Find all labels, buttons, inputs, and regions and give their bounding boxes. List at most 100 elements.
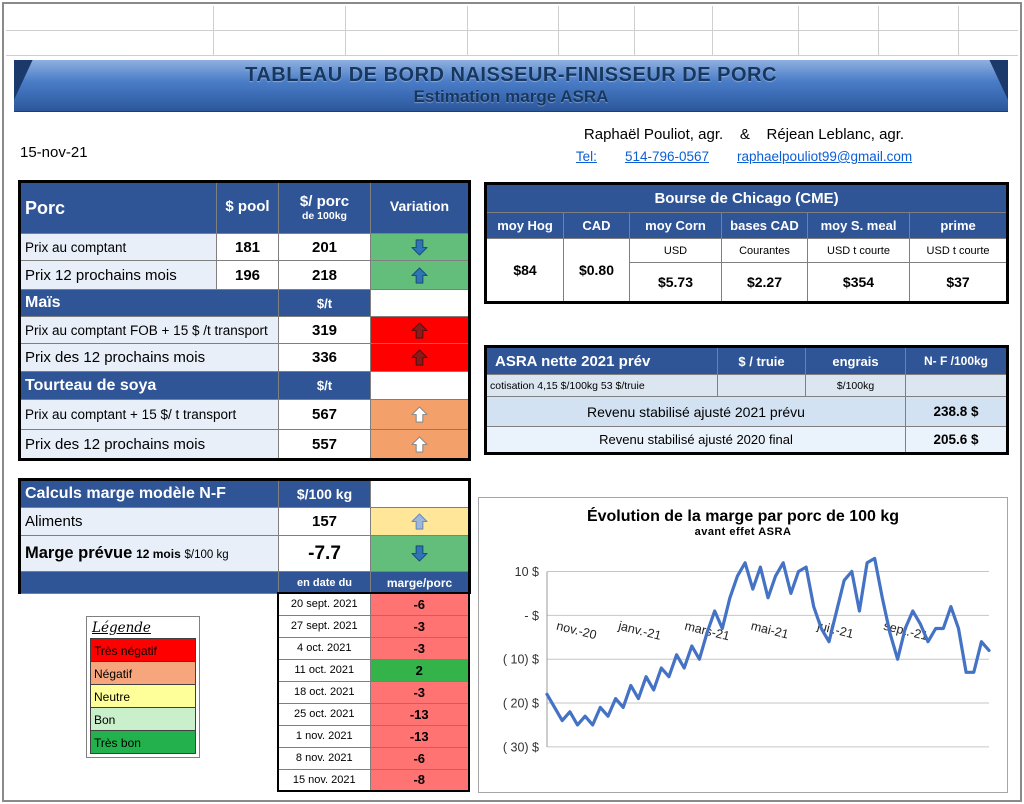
history-value: 2 [369, 658, 470, 682]
history-value: -3 [369, 636, 470, 660]
engrais-column-header: engrais [805, 346, 906, 375]
empty-cell [370, 479, 471, 508]
svg-text:10 $: 10 $ [515, 565, 539, 579]
porc-price-table: Porc $ pool $/ porc de 100kg Variation P… [18, 180, 471, 461]
empty-blue-cell [18, 571, 280, 594]
history-value: -3 [369, 614, 470, 638]
history-date: 25 oct. 2021 [277, 702, 371, 726]
column-subheader: Courantes [721, 238, 808, 263]
legend-item: Négatif [90, 661, 196, 685]
bases-value: $2.27 [721, 262, 808, 303]
variation-up-arrow-outline-icon [370, 399, 470, 430]
row-label: Prix au comptant FOB + 15 $ /t transport [19, 316, 279, 344]
cad-value: $0.80 [563, 238, 630, 303]
row-label: Prix des 12 prochains mois [19, 343, 279, 372]
engrais-unit: $/100kg [805, 374, 906, 397]
history-date: 18 oct. 2021 [277, 680, 371, 704]
row-label: Prix des 12 prochains mois [19, 429, 279, 460]
pool-value: 181 [216, 233, 279, 261]
margin-calc-table: Calculs marge modèle N-F $/100 kg Alimen… [18, 478, 472, 594]
history-date: 20 sept. 2021 [277, 592, 371, 616]
chicago-board-table: Bourse de Chicago (CME) moy Hog CAD moy … [484, 182, 1010, 304]
soya-section-header: Tourteau de soya [19, 371, 279, 400]
svg-text:( 30) $: ( 30) $ [503, 740, 539, 754]
empty-cell [370, 289, 470, 317]
svg-text:( 10) $: ( 10) $ [503, 653, 539, 667]
dashboard-banner: TABLEAU DE BORD NAISSEUR-FINISSEUR DE PO… [14, 60, 1008, 112]
aliments-value: 157 [278, 507, 372, 536]
color-legend: Légende Très négatif Négatif Neutre Bon … [86, 616, 200, 758]
svg-text:( 20) $: ( 20) $ [503, 697, 539, 711]
svg-text:janv.-21: janv.-21 [616, 618, 663, 642]
tel-number-link[interactable]: 514-796-0567 [624, 149, 710, 164]
empty-cell [717, 374, 806, 397]
marge-label: Marge prévue 12 mois $/100 kg [18, 535, 280, 572]
column-subheader: USD [629, 238, 722, 263]
empty-cell [370, 371, 470, 400]
history-value: -8 [369, 768, 470, 792]
porc-section-header: Porc [19, 181, 217, 234]
chart-title: Évolution de la marge par porc de 100 kg [586, 508, 900, 525]
soya-value: 567 [278, 399, 371, 430]
porc-value: 218 [278, 260, 371, 290]
history-date: 4 oct. 2021 [277, 636, 371, 660]
history-date: 8 nov. 2021 [277, 746, 371, 770]
corn-value: $5.73 [629, 262, 722, 303]
variation-down-arrow-icon [370, 233, 470, 261]
variation-up-arrow-icon [370, 316, 470, 344]
legend-item: Très bon [90, 730, 196, 754]
revenu-2020-value: 205.6 $ [905, 426, 1008, 454]
variation-column-header: Variation [370, 181, 470, 234]
column-subheader: USD t courte [908, 238, 1009, 263]
history-value: -6 [369, 592, 470, 616]
banner-title: TABLEAU DE BORD NAISSEUR-FINISSEUR DE PO… [245, 64, 777, 86]
history-date: 11 oct. 2021 [277, 658, 371, 682]
aliments-label: Aliments [18, 507, 280, 536]
legend-title: Légende [92, 620, 151, 636]
history-date: 1 nov. 2021 [277, 724, 371, 748]
marge-period-label: 12 mois [136, 547, 181, 561]
column-subheader: USD t courte [807, 238, 910, 263]
nf-column-header: N- F /100kg [905, 346, 1008, 375]
pool-column-header: $ pool [216, 181, 279, 234]
hog-value: $84 [485, 238, 564, 303]
column-header: moy S. meal [807, 212, 910, 239]
calc-unit: $/100 kg [278, 479, 372, 508]
variation-up-arrow-icon [370, 507, 471, 536]
column-header: moy Corn [629, 212, 722, 239]
history-value: -3 [369, 680, 470, 704]
variation-up-arrow-outline-icon [370, 429, 470, 460]
history-date: 15 nov. 2021 [277, 768, 371, 792]
mais-unit-label: $/t [278, 289, 371, 317]
mais-value: 336 [278, 343, 371, 372]
spreadsheet-grid [6, 6, 1018, 56]
email-link[interactable]: raphaelpouliot99@gmail.com [737, 149, 913, 164]
history-date-header: en date du [278, 571, 372, 594]
pool-value: 196 [216, 260, 279, 290]
history-value: -13 [369, 724, 470, 748]
empty-cell [905, 374, 1008, 397]
unit-sub-label: de 100kg [302, 209, 347, 222]
marge-value: -7.7 [278, 535, 372, 572]
svg-text:nov.-20: nov.-20 [555, 619, 598, 642]
soya-unit-label: $/t [278, 371, 371, 400]
column-header: CAD [563, 212, 630, 239]
unit-main-label: $/ porc [299, 192, 350, 210]
svg-text:mai-21: mai-21 [750, 619, 791, 642]
smeal-value: $354 [807, 262, 910, 303]
history-value: -13 [369, 702, 470, 726]
legend-item: Neutre [90, 684, 196, 708]
mais-section-header: Maïs [19, 289, 279, 317]
revenu-2021-value: 238.8 $ [905, 396, 1008, 427]
svg-text:- $: - $ [524, 609, 539, 623]
porc-unit-column-header: $/ porc de 100kg [278, 181, 371, 234]
cotisation-note: cotisation 4,15 $/100kg 53 $/truie [485, 374, 718, 397]
margin-line-chart: 10 $ - $ ( 10) $ ( 20) $ ( 30) $ nov.-20 janv.… [503, 556, 991, 754]
marge-unit-label: $/100 kg [184, 549, 229, 561]
revenu-2021-label: Revenu stabilisé ajusté 2021 prévu [485, 396, 906, 427]
bourse-title: Bourse de Chicago (CME) [484, 183, 1009, 213]
variation-down-arrow-icon [370, 535, 471, 572]
soya-value: 557 [278, 429, 371, 460]
marge-main-label: Marge prévue [25, 544, 133, 562]
asra-title: ASRA nette 2021 prév [485, 346, 718, 375]
